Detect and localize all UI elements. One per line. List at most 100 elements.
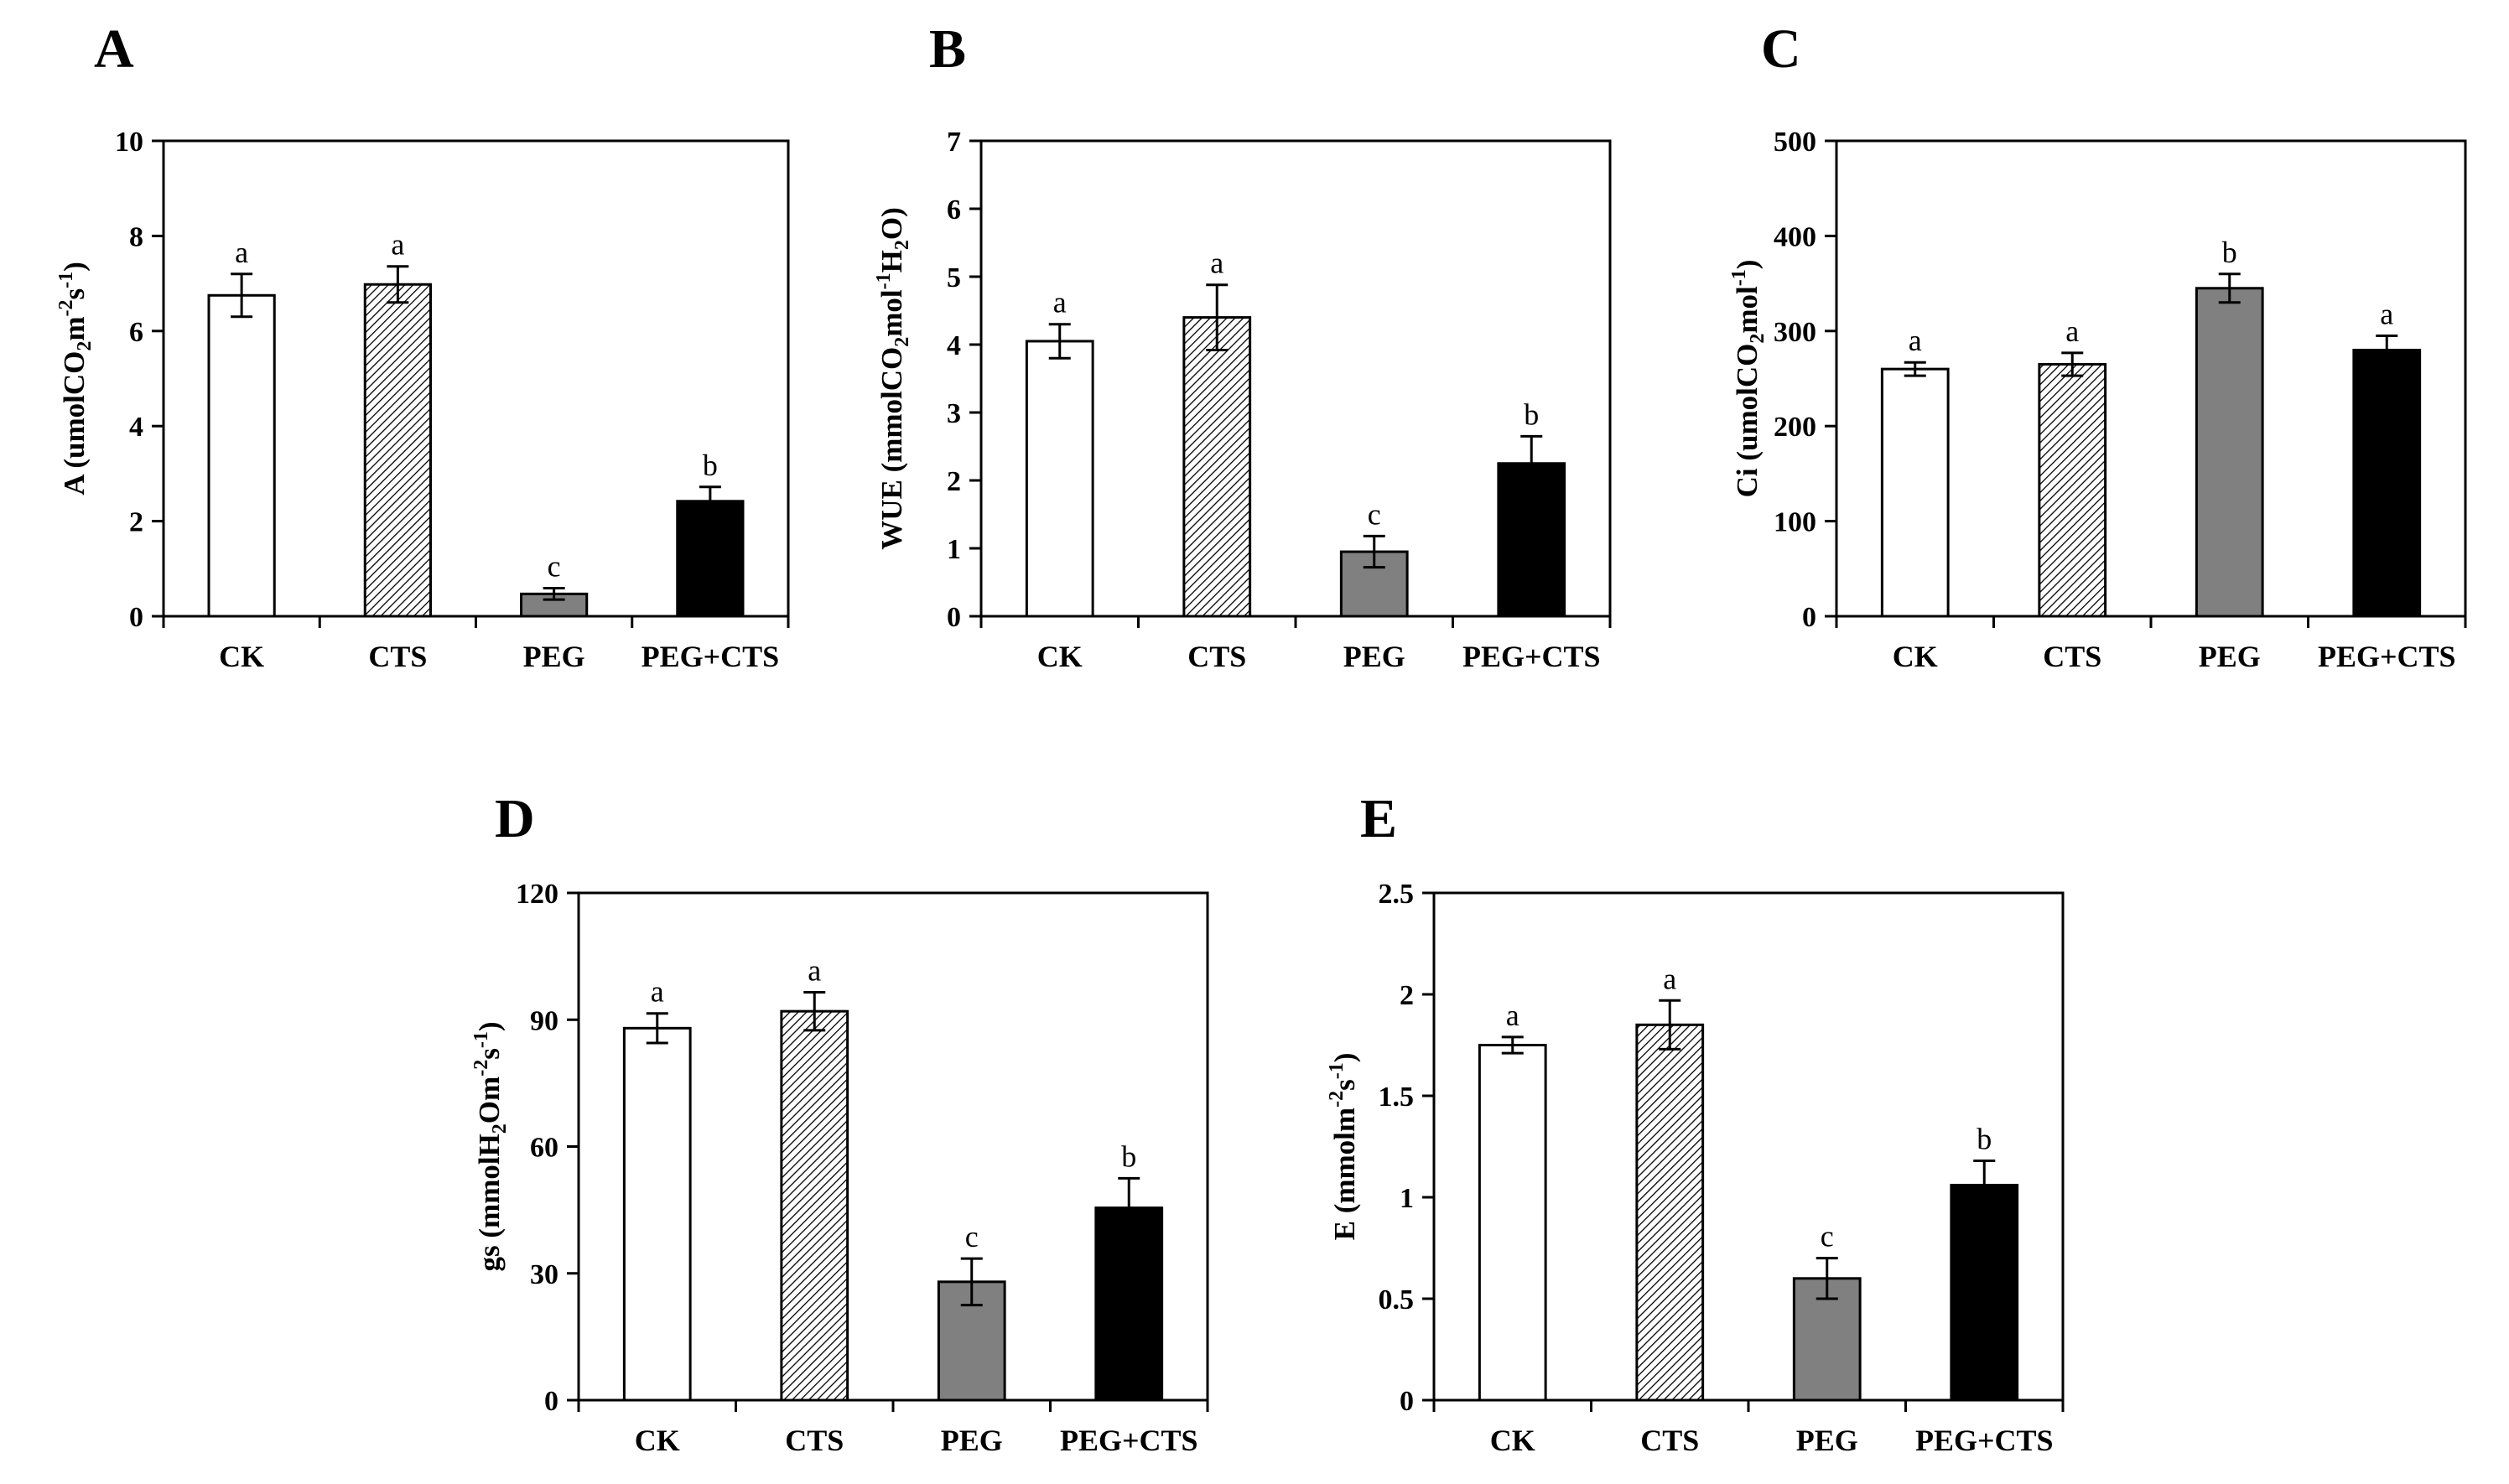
significance-letter: a <box>808 953 821 987</box>
bar-cts <box>2038 362 2107 618</box>
x-category-label: CTS <box>368 640 427 673</box>
y-axis-title: E (mmolm-2s-1) <box>1326 1053 1361 1241</box>
x-category-label: PEG+CTS <box>642 640 780 673</box>
y-tick-label: 400 <box>1774 221 1816 252</box>
significance-letter: c <box>1368 497 1381 531</box>
significance-letter: a <box>651 975 664 1009</box>
panel-letter: E <box>1360 788 1397 849</box>
y-axis-title: A (umolCO2m-2s-1) <box>55 262 96 496</box>
panel-letter: D <box>495 788 535 849</box>
x-category-label: CK <box>1490 1424 1535 1457</box>
x-category-label: PEG <box>1796 1424 1858 1457</box>
y-tick-label: 0 <box>544 1386 558 1417</box>
significance-letter: a <box>2065 314 2079 348</box>
significance-letter: a <box>391 228 404 262</box>
x-category-label: CK <box>219 640 264 673</box>
significance-letter: c <box>965 1220 979 1253</box>
bar-peg-plus-cts <box>1950 1183 2019 1402</box>
x-category-label: CTS <box>1640 1424 1699 1457</box>
y-tick-label: 4 <box>947 330 961 361</box>
x-category-label: PEG+CTS <box>1060 1424 1198 1457</box>
x-category-label: PEG+CTS <box>2318 640 2456 673</box>
bar-peg-plus-cts <box>2352 348 2422 618</box>
y-tick-label: 0 <box>947 602 961 633</box>
y-tick-label: 200 <box>1774 412 1816 443</box>
bar-ck <box>1025 340 1094 618</box>
y-tick-label: 300 <box>1774 317 1816 348</box>
x-category-label: PEG <box>2199 640 2261 673</box>
y-tick-label: 0 <box>1802 602 1816 633</box>
y-tick-label: 30 <box>530 1259 558 1290</box>
significance-letter: a <box>235 236 248 269</box>
bar-cts <box>780 1009 849 1402</box>
significance-letter: a <box>1053 286 1067 319</box>
y-tick-label: 2 <box>947 466 961 497</box>
bar-peg-plus-cts <box>676 500 745 618</box>
bar-peg-plus-cts <box>1094 1206 1164 1402</box>
x-category-label: CK <box>1037 640 1083 673</box>
y-tick-label: 0 <box>129 602 143 633</box>
x-category-label: CTS <box>785 1424 844 1457</box>
bar-cts <box>363 283 432 618</box>
bar-cts <box>1182 316 1252 618</box>
y-tick-label: 60 <box>530 1133 558 1164</box>
panel-letter: B <box>929 18 966 80</box>
significance-letter: a <box>1210 246 1223 280</box>
significance-letter: c <box>548 550 561 584</box>
x-category-label: CK <box>635 1424 680 1457</box>
y-tick-label: 1 <box>1400 1183 1414 1214</box>
panel-e: E 0 0.5 1 1.5 2 2.5 E (mmolm-2s-1) a CK a CTS c PEG b P… <box>1326 788 2065 1457</box>
significance-letter: b <box>2222 236 2237 269</box>
y-axis-title: WUE (mmolCO2mol-1H2O) <box>873 207 913 550</box>
x-category-label: CK <box>1893 640 1938 673</box>
y-tick-label: 4 <box>129 412 143 443</box>
significance-letter: a <box>2380 297 2393 330</box>
y-tick-label: 6 <box>129 317 143 348</box>
significance-letter: a <box>1663 962 1676 995</box>
y-tick-label: 2 <box>1400 980 1414 1011</box>
bar-ck <box>622 1026 692 1402</box>
significance-letter: c <box>1821 1220 1834 1253</box>
y-tick-label: 90 <box>530 1005 558 1036</box>
y-tick-label: 8 <box>129 221 143 252</box>
x-category-label: CTS <box>1187 640 1246 673</box>
significance-letter: b <box>703 449 718 482</box>
x-category-label: PEG <box>523 640 585 673</box>
panel-c: C 0 100 200 300 400 500 Ci (umolCO2mol-1) a CK a CT… <box>1728 18 2467 673</box>
significance-letter: b <box>1121 1139 1136 1173</box>
bar-cts <box>1635 1023 1705 1402</box>
y-axis-title: gs (mmolH2Om-2s-1) <box>470 1022 511 1272</box>
y-tick-label: 7 <box>947 127 961 158</box>
y-tick-label: 3 <box>947 398 961 429</box>
bar-ck <box>207 293 276 618</box>
y-tick-label: 0.5 <box>1379 1284 1415 1315</box>
y-tick-label: 500 <box>1774 127 1816 158</box>
y-tick-label: 2 <box>129 507 143 538</box>
x-category-label: PEG <box>1343 640 1405 673</box>
panel-letter: A <box>94 18 134 80</box>
significance-letter: a <box>1909 324 1922 357</box>
x-category-label: PEG <box>941 1424 1003 1457</box>
y-tick-label: 1 <box>947 534 961 565</box>
y-tick-label: 5 <box>947 262 961 293</box>
panel-d: D 0 30 60 90 120 gs (mmolH2Om-2s-1) a CK a CTS c PEG… <box>470 788 1209 1457</box>
x-category-label: PEG+CTS <box>1915 1424 2054 1457</box>
y-tick-label: 2.5 <box>1379 879 1415 910</box>
significance-letter: b <box>1524 397 1539 431</box>
significance-letter: b <box>1977 1122 1992 1155</box>
significance-letter: a <box>1506 999 1519 1032</box>
y-tick-label: 100 <box>1774 507 1816 538</box>
y-tick-label: 0 <box>1400 1386 1414 1417</box>
bar-peg <box>1339 550 1409 618</box>
panel-b: B 0 1 2 3 4 5 6 7 WUE (mmolCO2mol-1H2O) a CK a CTS c PE… <box>873 18 1612 673</box>
y-tick-label: 6 <box>947 195 961 226</box>
y-tick-label: 10 <box>115 127 143 158</box>
y-axis-title: Ci (umolCO2mol-1) <box>1728 260 1769 498</box>
bar-peg <box>2195 287 2264 618</box>
x-category-label: CTS <box>2043 640 2101 673</box>
x-category-label: PEG+CTS <box>1462 640 1601 673</box>
bar-ck <box>1880 367 1950 618</box>
bar-ck <box>1478 1044 1547 1402</box>
panel-letter: C <box>1761 18 1801 80</box>
